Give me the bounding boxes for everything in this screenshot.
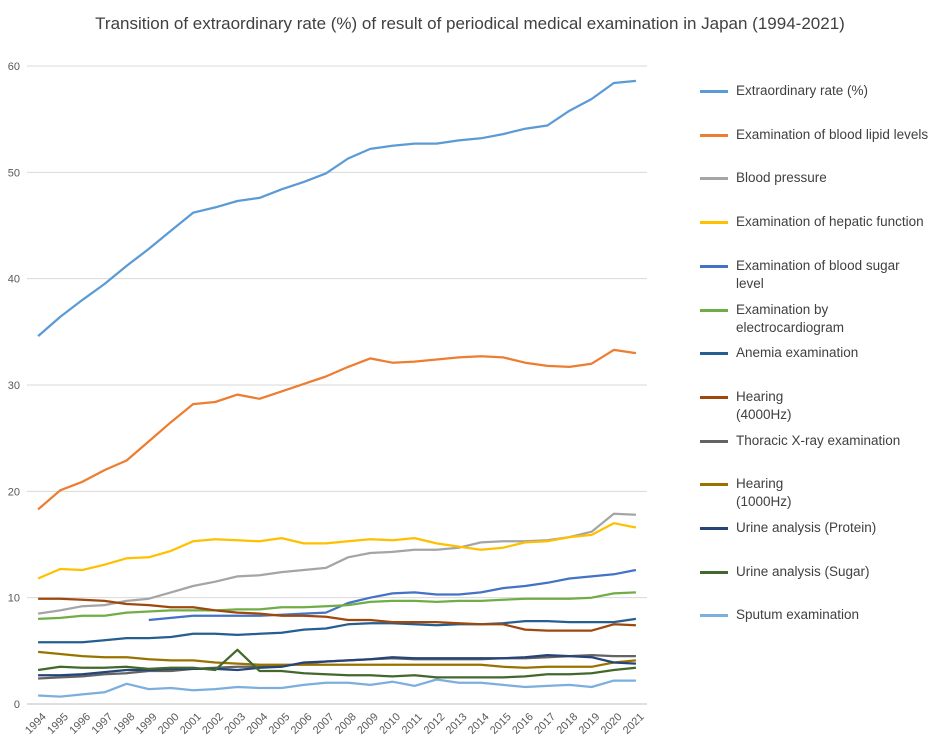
x-tick-label: 2011 xyxy=(400,711,425,736)
x-tick-label: 2001 xyxy=(178,711,204,737)
series-line-6 xyxy=(38,617,637,644)
series-line-10 xyxy=(38,653,636,677)
x-tick-label: 1995 xyxy=(45,711,71,737)
x-tick-label: 2021 xyxy=(621,711,647,737)
y-tick-label: 10 xyxy=(8,593,20,605)
x-tick-label: 1998 xyxy=(112,711,138,737)
legend-swatch xyxy=(700,133,728,137)
legend-swatch xyxy=(700,483,728,487)
x-tick-label: 2017 xyxy=(532,711,558,737)
legend-swatch xyxy=(700,221,728,225)
legend-swatch xyxy=(700,90,728,93)
legend-label: Anemia examination xyxy=(736,345,859,361)
x-tick-label: 2020 xyxy=(599,711,625,737)
legend-label: Examination by electrocardiogram xyxy=(736,301,845,335)
x-tick-label: 2008 xyxy=(333,711,359,737)
series-line-5 xyxy=(38,591,636,621)
x-tick-label: 1999 xyxy=(134,711,160,737)
legend-swatch xyxy=(700,614,728,618)
legend-swatch xyxy=(700,308,728,312)
legend-label: Urine analysis (Sugar) xyxy=(736,563,870,579)
x-tick-label: 2012 xyxy=(422,711,448,737)
series-line-1 xyxy=(37,348,637,511)
legend-swatch xyxy=(700,352,728,356)
series-lines xyxy=(37,79,637,698)
gridlines xyxy=(27,65,647,705)
x-tick-label: 2014 xyxy=(466,711,492,737)
y-axis-ticks: 0 10 20 30 40 50 60 xyxy=(8,61,20,711)
x-tick-label: 2000 xyxy=(156,711,182,737)
legend-label: Hearing (1000Hz) xyxy=(736,476,792,510)
x-tick-label: 1994 xyxy=(23,711,49,737)
legend-swatch xyxy=(700,439,728,443)
y-tick-label: 40 xyxy=(8,274,20,286)
y-tick-label: 60 xyxy=(8,61,20,73)
x-tick-label: 2003 xyxy=(222,711,248,737)
y-tick-label: 0 xyxy=(14,699,20,711)
series-line-7 xyxy=(38,597,636,632)
x-tick-label: 2018 xyxy=(554,711,580,737)
y-tick-label: 50 xyxy=(8,167,20,179)
legend-swatch xyxy=(700,264,728,268)
x-tick-label: 2009 xyxy=(355,711,381,737)
x-tick-label: 2016 xyxy=(510,711,536,737)
legend-swatch xyxy=(700,177,728,181)
series-line-9 xyxy=(37,650,637,669)
x-tick-label: 2010 xyxy=(377,711,403,737)
x-tick-label: 2002 xyxy=(200,711,226,737)
legend-label: Urine analysis (Protein) xyxy=(736,520,877,535)
x-tick-label: 2015 xyxy=(488,711,514,737)
legend-label: Sputum examination xyxy=(736,607,860,623)
legend-label: Examination of blood sugar level xyxy=(736,257,900,291)
series-line-11 xyxy=(37,648,637,679)
legend-swatch xyxy=(700,395,728,399)
x-axis-ticks: 1994199519961997199819992000200120022003… xyxy=(23,711,647,737)
x-tick-label: 2013 xyxy=(444,711,470,737)
x-tick-label: 1996 xyxy=(67,711,93,737)
x-tick-label: 2006 xyxy=(289,711,315,737)
y-tick-label: 20 xyxy=(8,486,20,498)
legend-swatch xyxy=(700,527,728,530)
legend-swatch xyxy=(700,570,728,574)
series-line-4 xyxy=(148,568,637,622)
x-tick-label: 1997 xyxy=(89,711,115,737)
legend-label: Examination of blood lipid levels xyxy=(736,126,929,142)
legend-label: Hearing (4000Hz) xyxy=(736,388,792,422)
series-line-3 xyxy=(37,522,637,580)
y-tick-label: 30 xyxy=(8,380,20,392)
x-tick-label: 2019 xyxy=(577,711,603,737)
legend-label: Examination of hepatic function xyxy=(736,214,924,230)
series-line-12 xyxy=(38,678,636,698)
chart-title: Transition of extraordinary rate (%) of … xyxy=(95,14,845,33)
legend-label: Thoracic X-ray examination xyxy=(736,432,901,448)
legend-label: Extraordinary rate (%) xyxy=(736,83,869,98)
series-line-0 xyxy=(37,79,637,337)
x-tick-label: 2004 xyxy=(244,711,270,737)
legend-label: Blood pressure xyxy=(736,170,827,186)
x-tick-label: 2005 xyxy=(267,711,293,737)
x-tick-label: 2007 xyxy=(311,711,337,737)
